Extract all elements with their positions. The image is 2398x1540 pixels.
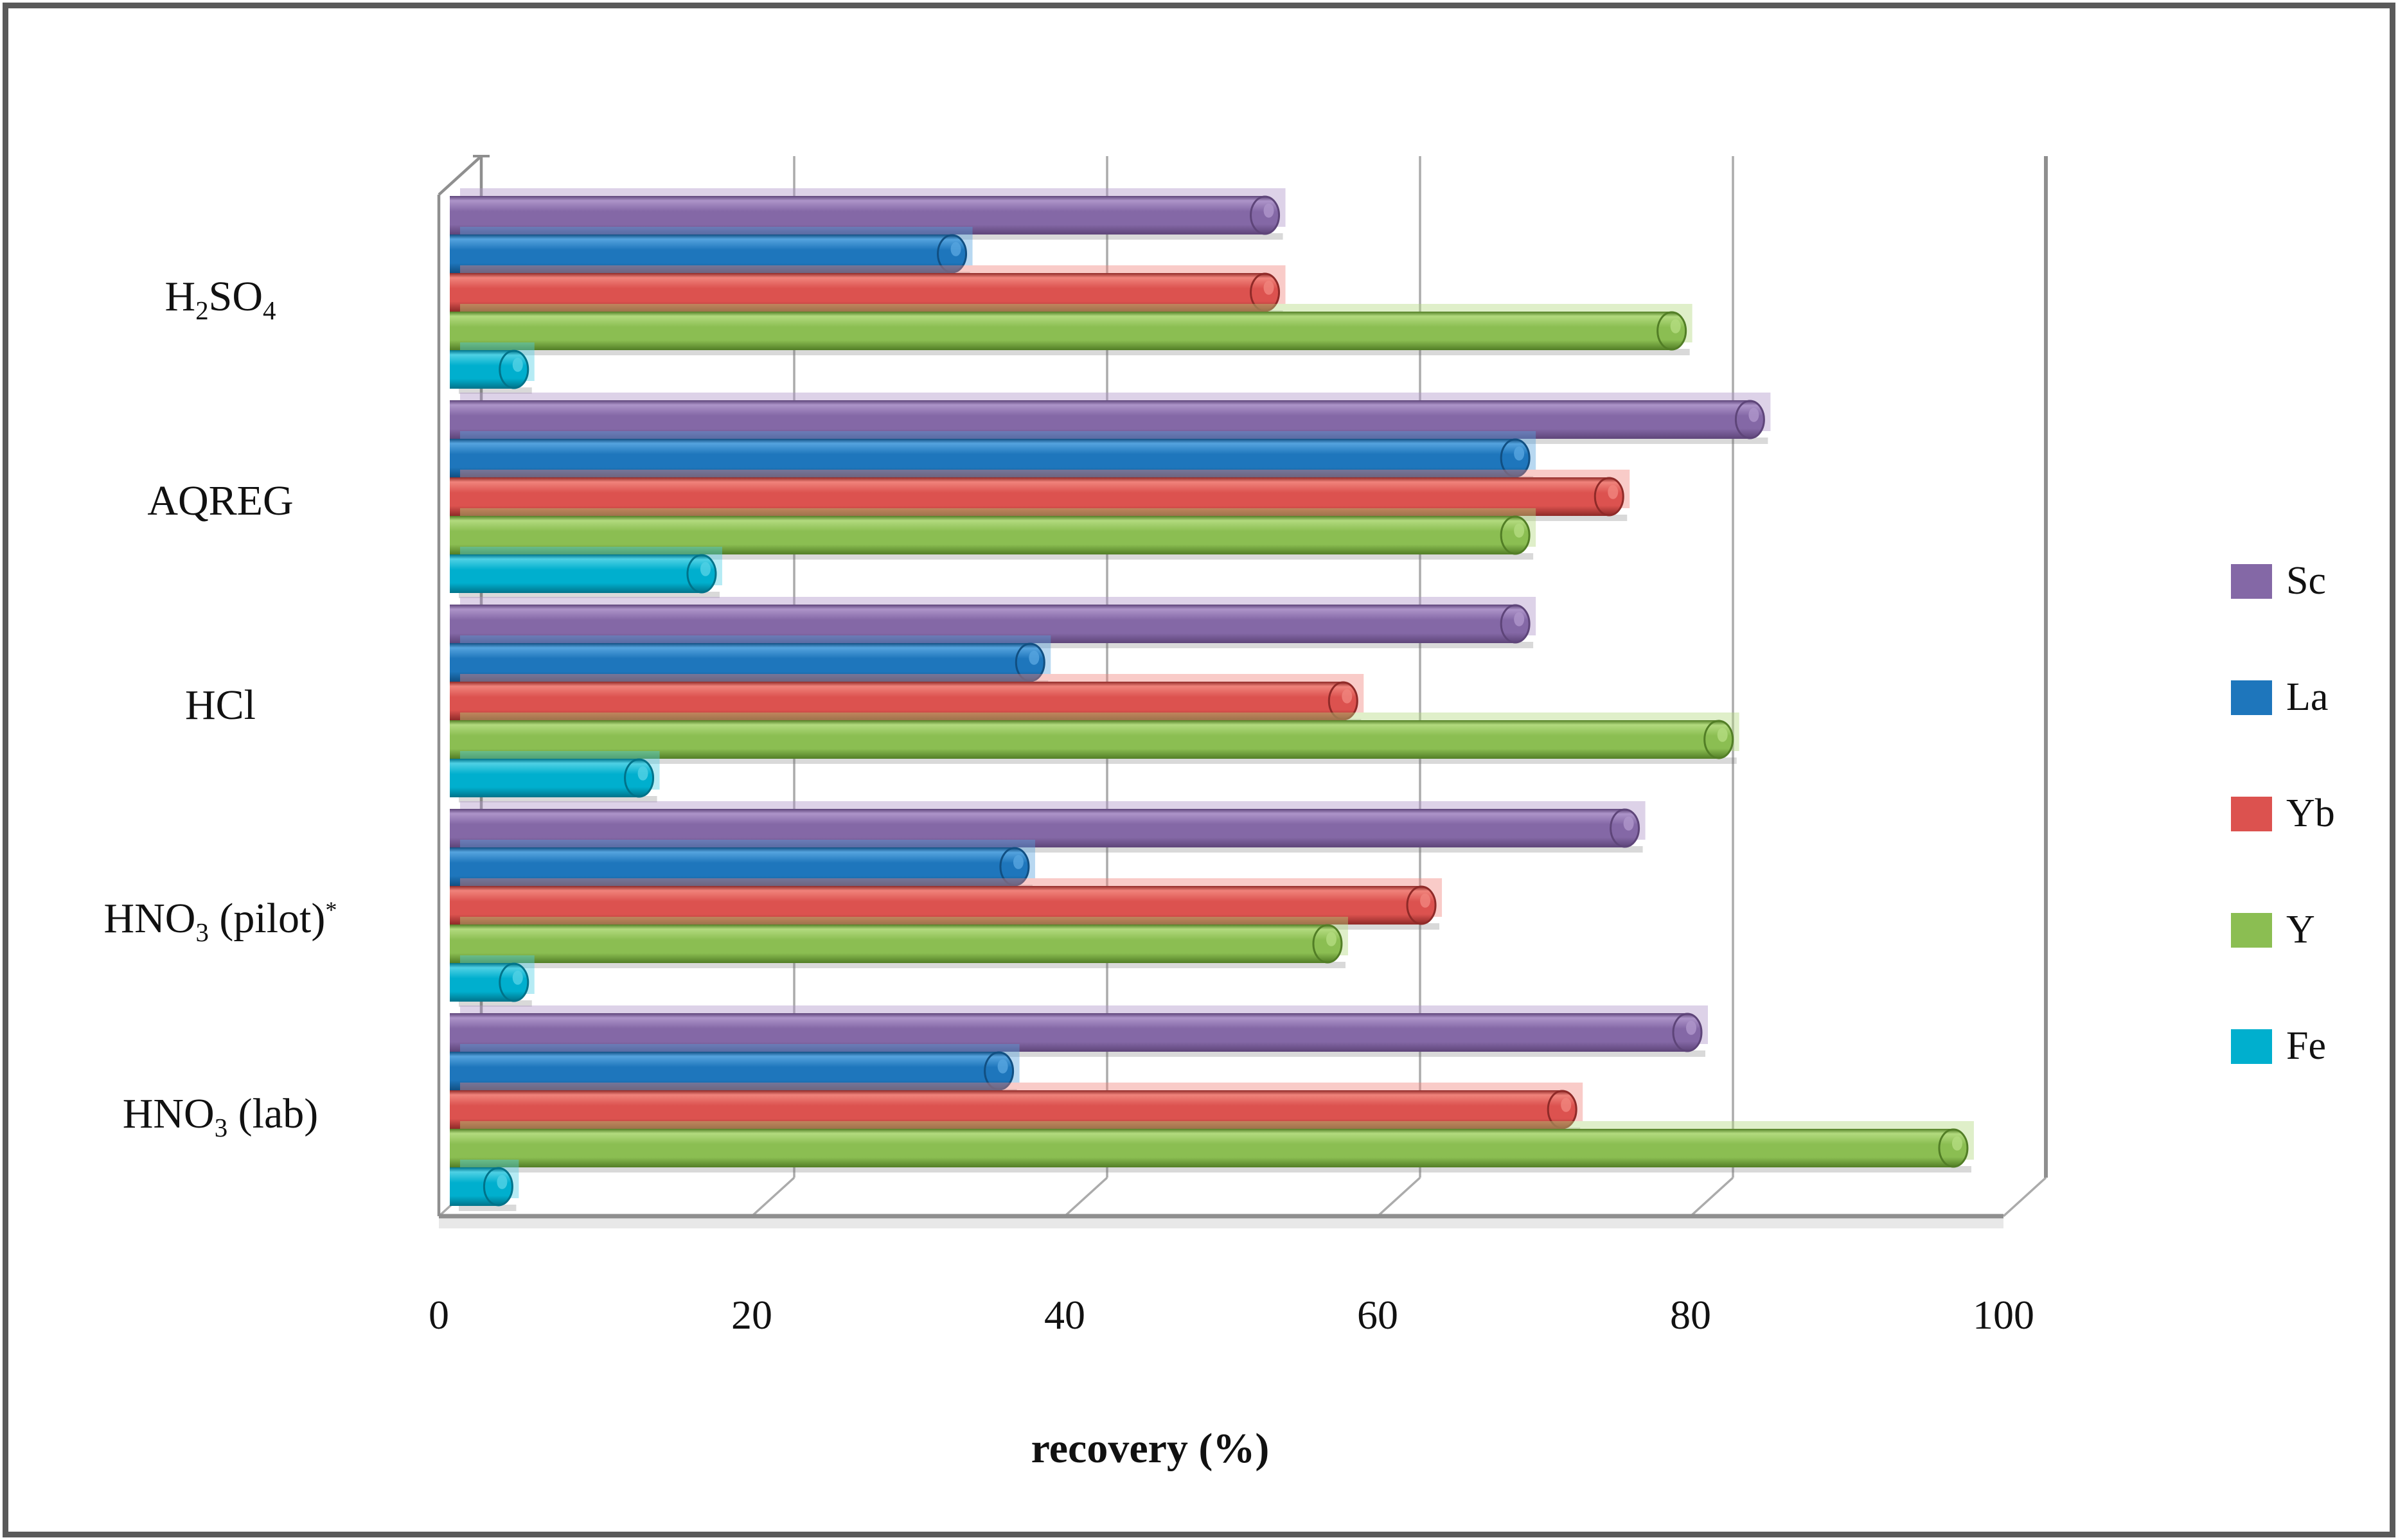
- bar-cap-highlight: [997, 1059, 1008, 1074]
- bar-cap-highlight: [1029, 650, 1040, 665]
- bar-cap-highlight: [1263, 280, 1274, 295]
- bar-cap-highlight: [1420, 893, 1431, 908]
- bar-shadow: [459, 553, 1534, 560]
- bar-cap-highlight: [1717, 727, 1728, 742]
- bar-cap-highlight: [497, 1174, 508, 1189]
- bar-La-0: [450, 235, 952, 273]
- gridline-floor-connector: [1376, 1176, 1421, 1217]
- bar-La-3: [450, 847, 1015, 886]
- bar-shadow: [459, 1000, 532, 1007]
- bar-Y-0: [450, 312, 1672, 350]
- bar-cap-highlight: [512, 970, 523, 985]
- bar-La-4: [450, 1052, 999, 1090]
- gridline-floor-connector: [750, 1176, 795, 1217]
- bar-cap-highlight: [637, 766, 648, 781]
- gridline-floor-connector: [2002, 1176, 2047, 1217]
- bar-shadow: [459, 796, 657, 802]
- bar-La-1: [450, 439, 1516, 477]
- bar-cap-highlight: [700, 562, 711, 576]
- bar-cap-highlight: [1514, 612, 1525, 626]
- bar-shadow: [459, 1050, 1705, 1057]
- bar-cap-highlight: [1623, 816, 1634, 831]
- bar-cap-highlight: [1608, 484, 1619, 499]
- bar-cap-highlight: [1670, 319, 1681, 333]
- bar-Yb-3: [450, 886, 1422, 925]
- bar-shadow: [459, 757, 1737, 764]
- bar-Y-2: [450, 720, 1719, 759]
- bar-Sc-4: [450, 1013, 1687, 1052]
- bar-cap-highlight: [1686, 1020, 1696, 1035]
- floor-shadow-strip: [439, 1219, 2003, 1228]
- bar-shadow: [459, 592, 720, 598]
- bar-Sc-1: [450, 400, 1750, 439]
- bar-cap-highlight: [1951, 1136, 1962, 1151]
- bar-cap-highlight: [1514, 446, 1525, 461]
- bar-Y-4: [450, 1129, 1953, 1167]
- bar-Fe-1: [450, 554, 702, 593]
- bar-shadow: [459, 1166, 1971, 1173]
- bar-Y-1: [450, 516, 1516, 554]
- bar-cap-highlight: [1748, 407, 1759, 422]
- bar-Y-3: [450, 925, 1328, 963]
- bar-La-2: [450, 643, 1031, 682]
- bar-Yb-4: [450, 1090, 1563, 1129]
- bar-shadow: [459, 387, 532, 394]
- figure-border: [3, 3, 2395, 1537]
- bar-Yb-1: [450, 477, 1610, 516]
- gridline-floor-connector: [1063, 1176, 1108, 1217]
- bar-cap-highlight: [1013, 854, 1024, 869]
- gridline-floor-connector: [1689, 1176, 1734, 1217]
- bar-Sc-0: [450, 196, 1265, 235]
- bar-cap-highlight: [1326, 932, 1337, 946]
- bar-shadow: [459, 846, 1643, 853]
- bar-shadow: [459, 1205, 517, 1211]
- bar-shadow: [459, 962, 1346, 968]
- left-wall-top-slant: [438, 155, 483, 196]
- bar-cap-highlight: [1561, 1097, 1572, 1112]
- bar-cap-highlight: [1342, 689, 1353, 704]
- bar-Sc-3: [450, 809, 1625, 847]
- bar-Fe-2: [450, 759, 639, 797]
- bar-Sc-2: [450, 605, 1516, 643]
- bar-cap-highlight: [950, 242, 961, 256]
- bar-Yb-0: [450, 273, 1265, 312]
- bar-Yb-2: [450, 682, 1344, 720]
- bar-shadow: [459, 349, 1690, 355]
- bar-cap-highlight: [1263, 203, 1274, 218]
- bar-cap-highlight: [1514, 523, 1525, 538]
- bar-cap-highlight: [512, 357, 523, 372]
